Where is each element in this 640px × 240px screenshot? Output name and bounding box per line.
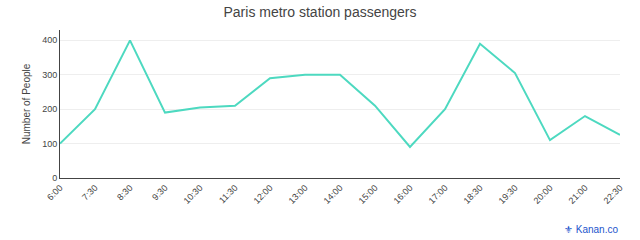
svg-text:13:00: 13:00	[287, 183, 310, 206]
svg-text:200: 200	[42, 104, 57, 114]
svg-text:17:00: 17:00	[427, 183, 450, 206]
svg-text:10:30: 10:30	[182, 183, 205, 206]
svg-text:300: 300	[42, 70, 57, 80]
svg-text:19:30: 19:30	[497, 183, 520, 206]
svg-text:12:00: 12:00	[252, 183, 275, 206]
svg-text:9:30: 9:30	[150, 183, 169, 202]
svg-text:22:30: 22:30	[602, 183, 625, 206]
svg-text:11:30: 11:30	[217, 183, 240, 206]
svg-text:20:00: 20:00	[532, 183, 555, 206]
svg-text:6:00: 6:00	[45, 183, 64, 202]
svg-text:21:00: 21:00	[567, 183, 590, 206]
svg-text:0: 0	[52, 173, 57, 183]
svg-text:15:00: 15:00	[357, 183, 380, 206]
svg-text:400: 400	[42, 35, 57, 45]
svg-text:14:00: 14:00	[322, 183, 345, 206]
svg-text:⚜ Kanan.co: ⚜ Kanan.co	[564, 224, 618, 235]
svg-text:Number of People: Number of People	[21, 63, 32, 144]
svg-text:8:30: 8:30	[115, 183, 134, 202]
svg-text:Paris metro station passengers: Paris metro station passengers	[224, 4, 417, 20]
svg-text:16:00: 16:00	[392, 183, 415, 206]
svg-text:100: 100	[42, 139, 57, 149]
svg-text:18:30: 18:30	[462, 183, 485, 206]
svg-text:7:30: 7:30	[80, 183, 99, 202]
